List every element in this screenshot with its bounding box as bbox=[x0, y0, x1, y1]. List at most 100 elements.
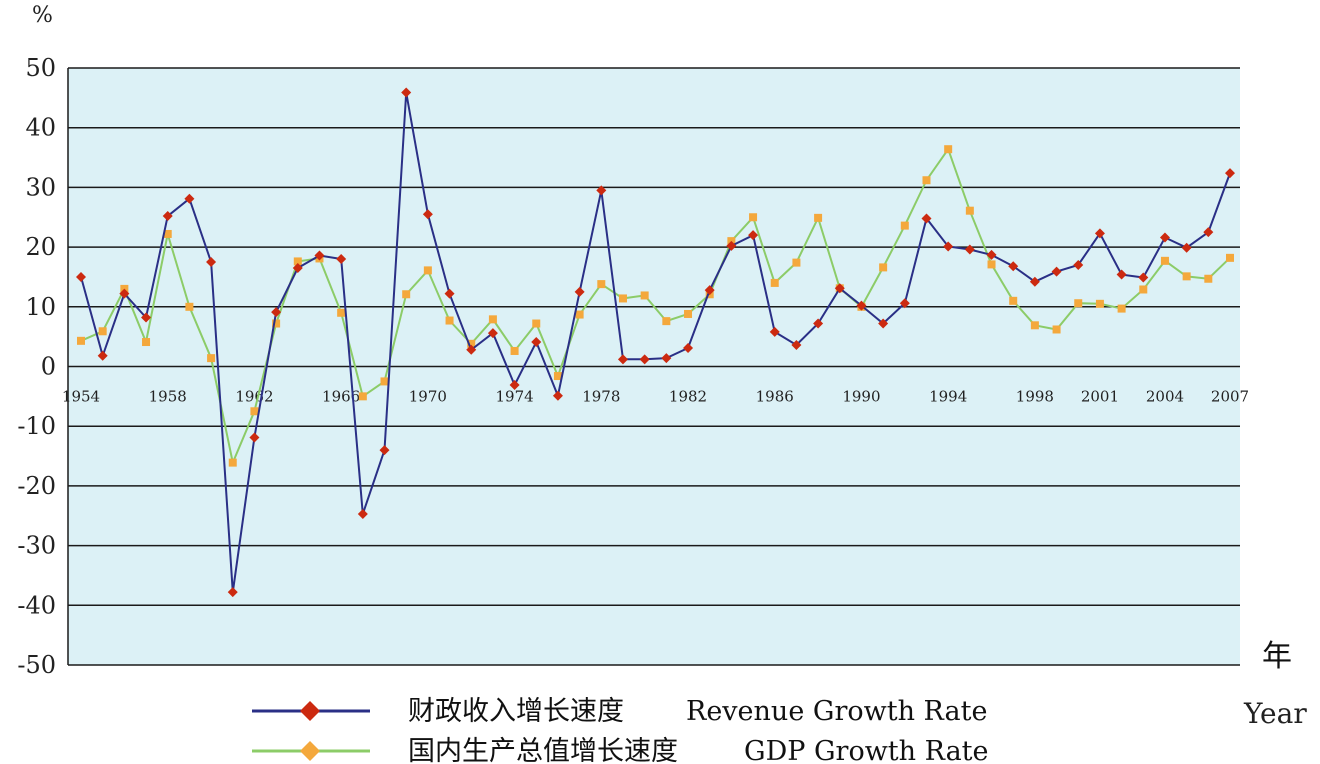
gdp-point bbox=[553, 372, 562, 381]
gdp-point bbox=[1117, 304, 1126, 313]
x-tick-label: 1962 bbox=[235, 388, 273, 406]
gdp-point bbox=[770, 278, 779, 287]
legend-label-zh: 财政收入增长速度 bbox=[408, 696, 624, 727]
gdp-point bbox=[1009, 296, 1018, 305]
revenue-point bbox=[878, 318, 889, 329]
revenue-point bbox=[422, 209, 433, 220]
legend-label-zh: 国内生产总值增长速度 bbox=[408, 736, 678, 764]
gdp-point bbox=[965, 206, 974, 215]
revenue-point bbox=[466, 344, 477, 355]
revenue-point bbox=[249, 432, 260, 443]
plot-area bbox=[67, 67, 1240, 666]
legend-label-en: GDP Growth Rate bbox=[744, 736, 989, 764]
revenue-point bbox=[531, 337, 542, 348]
revenue-point bbox=[314, 250, 325, 261]
revenue-point bbox=[856, 300, 867, 311]
revenue-point bbox=[227, 587, 238, 598]
y-axis-ticks: 50 40 30 20 10 0 -10 -20 -30 -40 -50 bbox=[17, 54, 56, 679]
gdp-point bbox=[922, 176, 931, 185]
revenue-point bbox=[617, 354, 628, 365]
revenue-point bbox=[206, 257, 217, 268]
gdp-point bbox=[1182, 272, 1191, 281]
x-axis-label-zh: 年 bbox=[1262, 639, 1292, 674]
gdp-point bbox=[445, 316, 454, 325]
revenue-point bbox=[162, 211, 173, 222]
gdp-point bbox=[380, 377, 389, 386]
gdp-point bbox=[1030, 321, 1039, 330]
gdp-point bbox=[467, 339, 476, 348]
revenue-point bbox=[184, 193, 195, 204]
gdp-point bbox=[987, 260, 996, 269]
gdp-point bbox=[337, 308, 346, 317]
revenue-point bbox=[964, 244, 975, 255]
y-tick-label: 30 bbox=[25, 173, 56, 201]
legend-swatch-marker bbox=[300, 741, 320, 761]
revenue-point bbox=[726, 240, 737, 251]
legend-item-revenue: 财政收入增长速度 Revenue Growth Rate bbox=[252, 696, 987, 727]
y-tick-label: -40 bbox=[17, 591, 56, 619]
y-tick-label: -50 bbox=[17, 651, 56, 679]
x-axis-ticks: 1954 1958 1962 1966 1970 1974 1978 1982 1986 1990… bbox=[62, 388, 1249, 406]
gdp-point bbox=[1226, 253, 1234, 262]
revenue-series bbox=[76, 87, 1235, 598]
revenue-point bbox=[1029, 276, 1040, 287]
x-tick-label: 1974 bbox=[495, 388, 533, 406]
gdp-point bbox=[640, 291, 649, 300]
x-tick-label: 1970 bbox=[409, 388, 447, 406]
x-tick-label: 1966 bbox=[322, 388, 360, 406]
x-tick-label: 1998 bbox=[1016, 388, 1054, 406]
gdp-point bbox=[142, 338, 151, 347]
gdp-point bbox=[488, 315, 497, 324]
gdp-point bbox=[207, 354, 216, 363]
gdp-point bbox=[814, 213, 823, 222]
gdp-point bbox=[597, 280, 606, 289]
revenue-point bbox=[813, 318, 824, 329]
x-tick-label: 1978 bbox=[582, 388, 620, 406]
legend-item-gdp: 国内生产总值增长速度 GDP Growth Rate bbox=[252, 736, 989, 764]
revenue-point bbox=[986, 249, 997, 260]
gdp-point bbox=[98, 327, 107, 336]
x-tick-label: 1958 bbox=[149, 388, 187, 406]
revenue-point bbox=[1094, 228, 1105, 239]
revenue-point bbox=[834, 283, 845, 294]
x-tick-label: 1982 bbox=[669, 388, 707, 406]
revenue-point bbox=[509, 380, 520, 391]
revenue-point bbox=[271, 307, 282, 318]
revenue-point bbox=[1138, 272, 1149, 283]
revenue-point bbox=[357, 508, 368, 519]
y-tick-label: -30 bbox=[17, 532, 56, 560]
gdp-point bbox=[1160, 256, 1169, 265]
revenue-point bbox=[661, 353, 672, 364]
revenue-point bbox=[1008, 261, 1019, 272]
gdp-point bbox=[1139, 285, 1148, 294]
x-tick-label: 1994 bbox=[929, 388, 967, 406]
revenue-point bbox=[444, 288, 455, 299]
y-tick-label: 40 bbox=[25, 114, 56, 142]
y-tick-label: 0 bbox=[41, 353, 56, 381]
gdp-point bbox=[423, 266, 432, 275]
gdp-point bbox=[618, 294, 627, 303]
gdp-point bbox=[272, 319, 281, 328]
revenue-point bbox=[791, 340, 802, 351]
gdp-point bbox=[879, 263, 888, 272]
y-tick-label: 50 bbox=[25, 54, 56, 82]
gdp-point bbox=[510, 346, 519, 355]
y-tick-label: -10 bbox=[17, 412, 56, 440]
gridlines bbox=[68, 67, 1240, 666]
gdp-point bbox=[684, 309, 693, 318]
legend-swatch-marker bbox=[300, 701, 320, 721]
gdp-point bbox=[900, 221, 909, 230]
revenue-point bbox=[899, 298, 910, 309]
gdp-point bbox=[532, 319, 541, 328]
revenue-point bbox=[119, 288, 130, 299]
gdp-point bbox=[662, 317, 671, 326]
revenue-point bbox=[683, 342, 694, 353]
x-tick-label: 1990 bbox=[842, 388, 880, 406]
revenue-point bbox=[97, 350, 108, 361]
revenue-point bbox=[574, 286, 585, 297]
y-tick-label: 20 bbox=[25, 233, 56, 261]
gdp-point bbox=[1052, 325, 1061, 334]
gdp-point bbox=[228, 458, 237, 467]
revenue-point bbox=[141, 312, 152, 323]
